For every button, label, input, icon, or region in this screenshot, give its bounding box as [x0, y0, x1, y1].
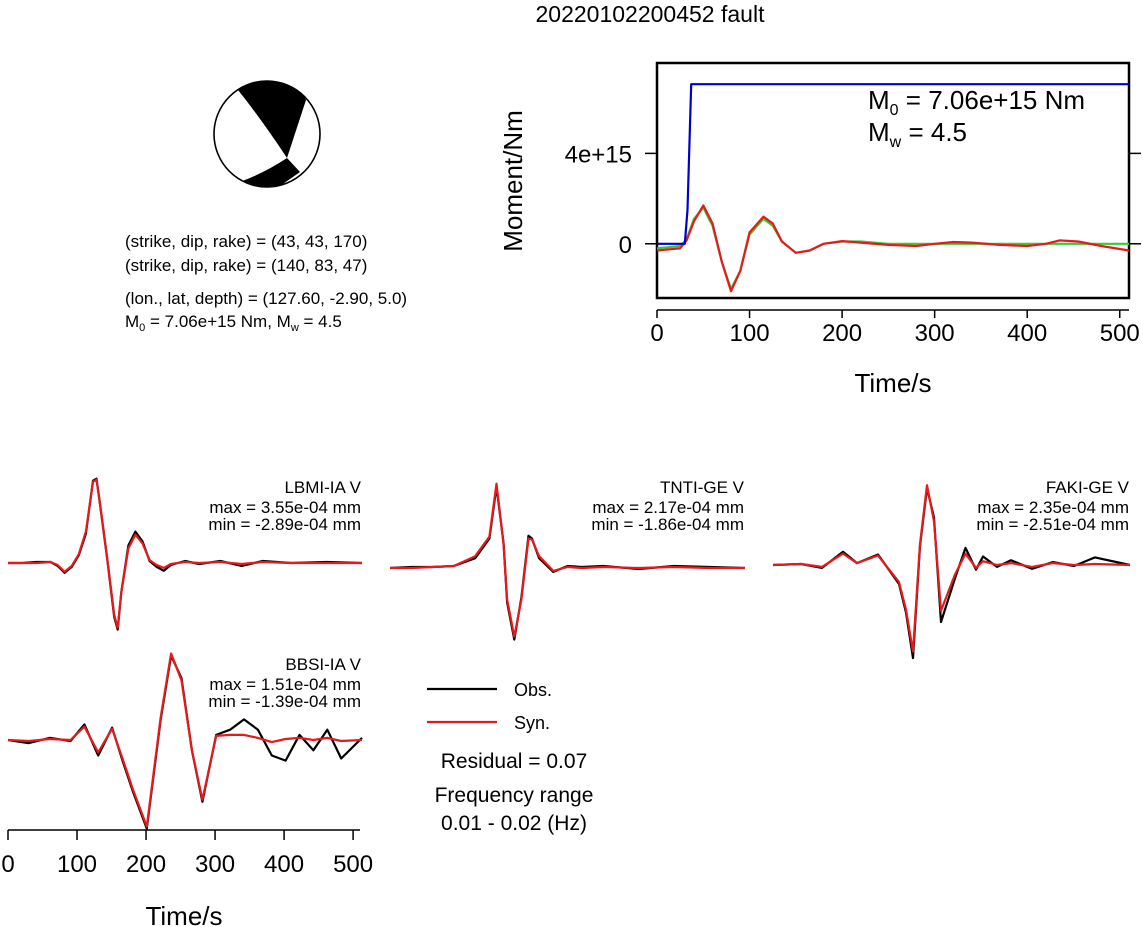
- moment-xtick-label: 200: [822, 320, 862, 347]
- min-amplitude-label: min = -2.89e-04 mm: [208, 515, 361, 534]
- moment-ylabel: Moment/Nm: [498, 110, 528, 252]
- waveform-time-axis: 0 100 200 300 400 500: [1, 829, 373, 878]
- station-label: LBMI-IA V: [284, 478, 361, 497]
- station-label: FAKI-GE V: [1046, 478, 1130, 497]
- moment-annotation-m0: M0 = 7.06e+15 Nm: [868, 85, 1085, 119]
- min-amplitude-label: min = -1.86e-04 mm: [591, 515, 744, 534]
- waveform-xtick-label: 400: [264, 851, 304, 878]
- synthetic-trace: [7, 652, 363, 828]
- waveform-xtick-label: 200: [126, 851, 166, 878]
- moment-xtick-label: 0: [650, 320, 663, 347]
- station-label: BBSI-IA V: [285, 655, 361, 674]
- waveform-xlabel: Time/s: [145, 901, 222, 927]
- mechanism-magnitude: M0 = 7.06e+15 Nm, Mw = 4.5: [125, 312, 342, 334]
- max-amplitude-label: max = 2.35e-04 mm: [977, 498, 1129, 517]
- moment-plot-frame: [655, 61, 1131, 300]
- moment-ytick-label: 4e+15: [565, 141, 632, 168]
- residual-text: Residual = 0.07: [441, 750, 588, 773]
- moment-xlabel: Time/s: [854, 368, 931, 398]
- moment-series-blue: [657, 83, 1129, 245]
- moment-xtick-label: 100: [730, 320, 770, 347]
- max-amplitude-label: max = 2.17e-04 mm: [592, 498, 744, 517]
- waveform-xtick-label: 300: [195, 851, 235, 878]
- moment-annotation-mw: Mw = 4.5: [868, 117, 967, 151]
- legend: Obs. Syn.: [427, 680, 552, 733]
- legend-syn-label: Syn.: [514, 713, 550, 733]
- waveform-xtick-label: 100: [57, 851, 97, 878]
- beachball-icon: [213, 80, 321, 188]
- synthetic-trace: [8, 478, 362, 629]
- mechanism-plane-2: (strike, dip, rake) = (140, 83, 47): [125, 256, 367, 275]
- min-amplitude-label: min = -2.51e-04 mm: [976, 515, 1129, 534]
- synthetic-trace: [390, 482, 745, 638]
- frequency-range-title: Frequency range: [435, 784, 594, 807]
- moment-series-green: [656, 206, 1129, 291]
- min-amplitude-label: min = -1.39e-04 mm: [208, 692, 361, 711]
- moment-xtick-label: 500: [1100, 320, 1140, 347]
- moment-xtick-label: 400: [1007, 320, 1047, 347]
- synthetic-trace: [772, 484, 1131, 653]
- station-label: TNTI-GE V: [660, 478, 745, 497]
- legend-obs-label: Obs.: [514, 680, 552, 700]
- moment-ytick-label: 0: [619, 232, 632, 259]
- waveform-xtick-label: 0: [1, 851, 14, 878]
- mechanism-plane-1: (strike, dip, rake) = (43, 43, 170): [125, 232, 367, 251]
- max-amplitude-label: max = 1.51e-04 mm: [209, 675, 361, 694]
- frequency-range-value: 0.01 - 0.02 (Hz): [441, 812, 587, 835]
- waveform-xtick-label: 500: [333, 851, 373, 878]
- mechanism-location: (lon., lat, depth) = (127.60, -2.90, 5.0…: [125, 289, 407, 308]
- moment-xtick-label: 300: [915, 320, 955, 347]
- max-amplitude-label: max = 3.55e-04 mm: [209, 498, 361, 517]
- moment-series-red: [656, 204, 1130, 293]
- figure-title: 20220102200452 fault: [536, 1, 766, 27]
